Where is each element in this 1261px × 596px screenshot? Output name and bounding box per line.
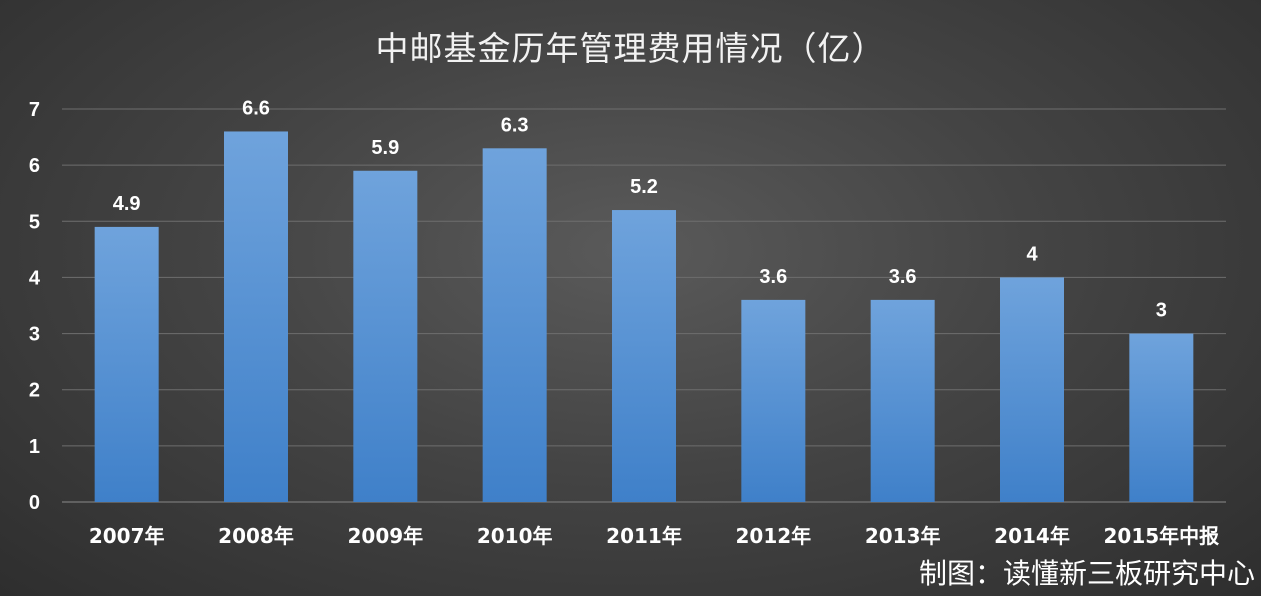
x-tick-label: 2015年中报 [1103, 524, 1219, 548]
x-tick-label: 2007年 [89, 524, 165, 548]
bar [224, 131, 288, 502]
y-tick-label: 3 [29, 324, 40, 346]
bar [741, 299, 806, 502]
y-tick-label: 0 [29, 492, 40, 514]
bar [1000, 277, 1064, 502]
y-tick-label: 7 [29, 99, 40, 121]
bar-value-label: 3.6 [889, 266, 917, 288]
bar-value-label: 5.9 [371, 137, 399, 159]
bar [94, 226, 159, 502]
y-axis-tick-labels: 0 1 2 3 4 5 6 7 [29, 99, 41, 514]
y-tick-label: 6 [29, 155, 40, 177]
bar-value-label: 3.6 [759, 266, 787, 288]
y-tick-label: 2 [29, 380, 40, 402]
bars [94, 131, 1194, 503]
bar-value-label: 3 [1156, 300, 1167, 322]
x-tick-label: 2009年 [347, 524, 423, 548]
y-tick-label: 1 [29, 436, 40, 458]
bar-value-label: 6.3 [501, 114, 529, 136]
bar [482, 148, 547, 503]
x-tick-label: 2011年 [606, 524, 682, 548]
x-tick-label: 2010年 [477, 524, 553, 548]
y-tick-label: 5 [29, 211, 40, 233]
bar [1129, 333, 1194, 502]
x-tick-label: 2013年 [865, 524, 941, 548]
source-credit: 制图：读懂新三板研究中心 [918, 557, 1255, 590]
bar-value-label: 6.6 [242, 97, 270, 119]
bar-value-label: 4 [1026, 243, 1038, 265]
x-tick-label: 2012年 [735, 524, 811, 548]
bar [870, 299, 935, 502]
y-tick-label: 4 [29, 267, 41, 289]
bar [612, 210, 676, 503]
bar [353, 170, 418, 502]
x-tick-label: 2014年 [994, 524, 1070, 548]
chart-title: 中邮基金历年管理费用情况（亿） [375, 29, 886, 68]
x-axis-tick-labels: 2007年 2008年 2009年 2010年 2011年 2012年 2013年 2014年… [89, 524, 1219, 548]
bar-value-label: 5.2 [630, 176, 658, 198]
x-tick-label: 2008年 [218, 524, 294, 548]
bar-value-label: 4.9 [113, 193, 141, 215]
data-labels: 4.9 6.6 5.9 6.3 5.2 3.6 3.6 4 3 [113, 97, 1167, 321]
